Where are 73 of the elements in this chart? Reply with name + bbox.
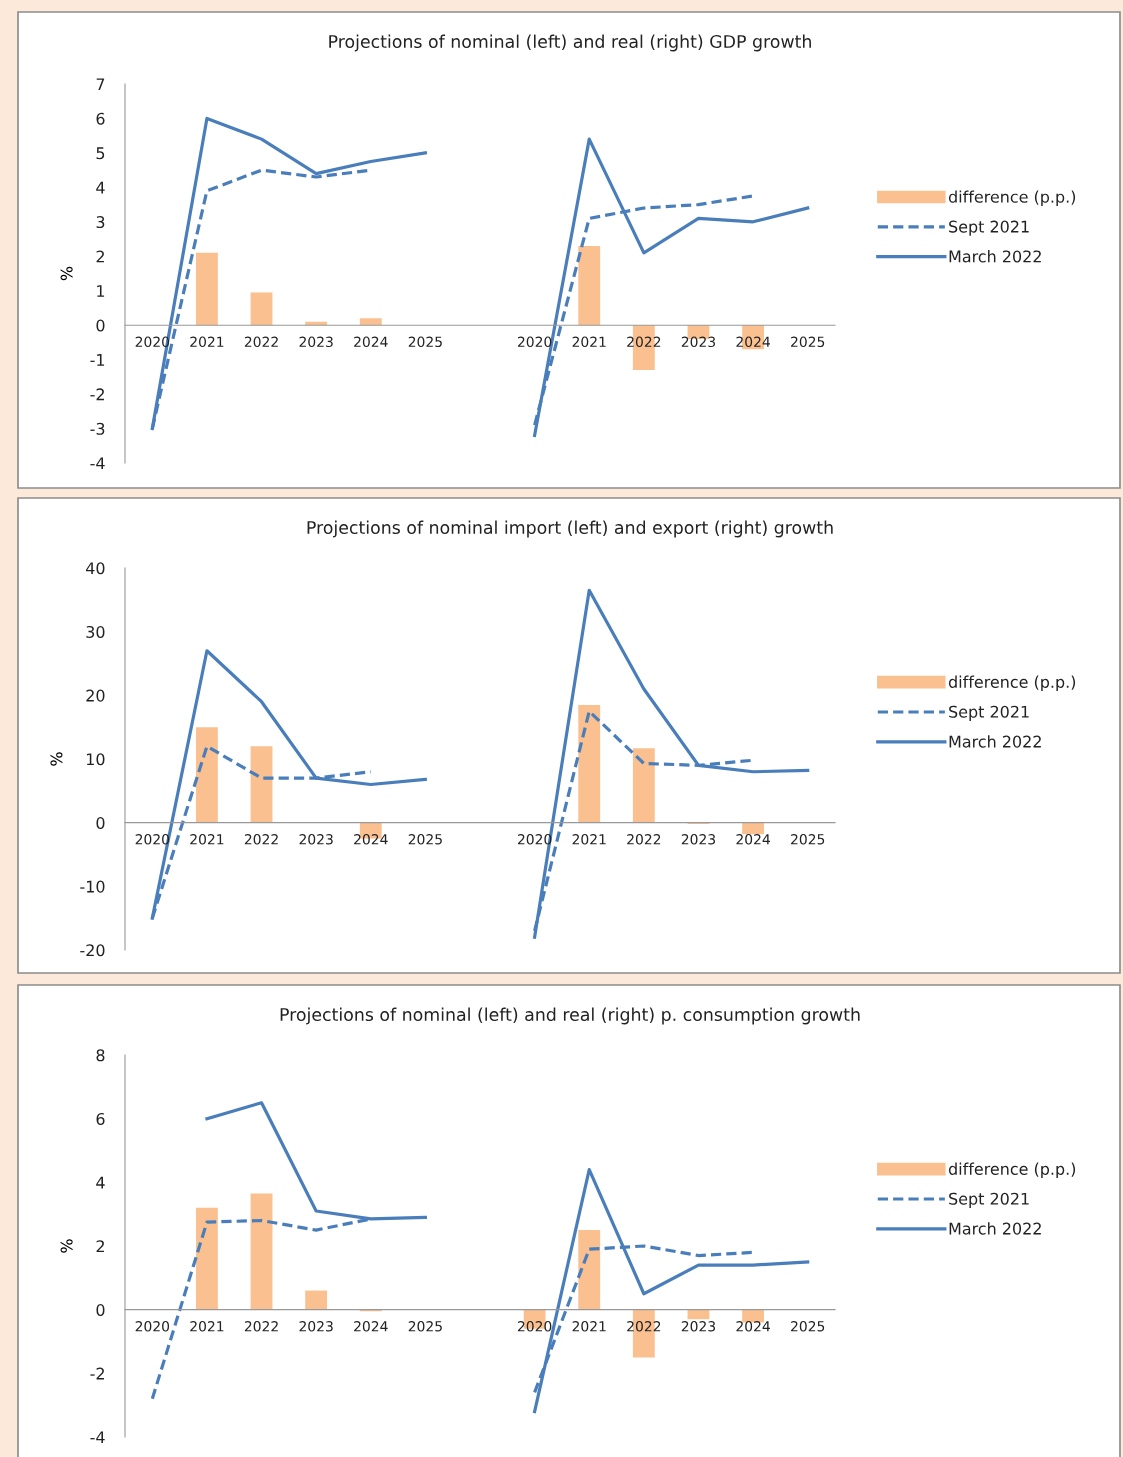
y-tick-label: -1 — [90, 354, 105, 366]
x-tick-label: 2025 — [791, 1321, 825, 1332]
y-tick-label: -4 — [90, 457, 105, 470]
y-tick-label: 6 — [96, 112, 105, 125]
y-axis-title: % — [60, 1239, 73, 1253]
chart-title: Projections of nominal import (left) and export (right) growth — [307, 520, 833, 538]
x-tick-label: 2022 — [627, 336, 661, 348]
x-tick-label: 2025 — [791, 336, 825, 348]
x-tick-label: 2022 — [244, 336, 278, 348]
x-tick-label: 2021 — [572, 1321, 606, 1332]
legend-label: March 2022 — [949, 1222, 1041, 1235]
y-tick-label: 10 — [86, 753, 105, 766]
x-tick-label: 2025 — [408, 336, 442, 348]
x-tick-label: 2021 — [572, 336, 606, 348]
x-tick-label: 2023 — [299, 834, 333, 845]
x-tick-label: 2021 — [190, 336, 224, 348]
x-tick-label: 2022 — [244, 834, 278, 845]
y-tick-label: 1 — [97, 285, 105, 297]
y-tick-label: 0 — [96, 319, 105, 332]
y-tick-label: 0 — [96, 1303, 105, 1316]
y-tick-label: -20 — [80, 944, 105, 957]
x-tick-label: 2021 — [572, 834, 606, 845]
x-tick-label: 2021 — [190, 834, 224, 845]
y-tick-label: 3 — [96, 216, 105, 229]
chart-title: Projections of nominal (left) and real (right) p. consumption growth — [280, 1007, 860, 1025]
x-tick-label: 2023 — [299, 336, 333, 348]
x-tick-label: 2022 — [627, 834, 661, 845]
x-tick-label: 2024 — [736, 1321, 770, 1332]
y-axis-title: % — [50, 752, 63, 766]
x-tick-label: 2023 — [681, 1321, 716, 1332]
x-tick-label: 2023 — [299, 1321, 333, 1332]
x-tick-label: 2022 — [627, 1321, 661, 1332]
x-tick-label: 2025 — [791, 834, 825, 845]
legend-label: Sept 2021 — [949, 705, 1029, 721]
y-tick-label: 4 — [96, 181, 105, 194]
x-tick-label: 2020 — [517, 1321, 552, 1332]
x-tick-label: 2023 — [681, 834, 716, 845]
legend-label: March 2022 — [949, 250, 1041, 263]
y-tick-label: 6 — [96, 1112, 105, 1125]
y-tick-label: 30 — [86, 625, 105, 638]
legend-label: difference (p.p.) — [948, 190, 1076, 206]
x-tick-label: 2020 — [135, 1321, 170, 1332]
y-tick-label: -3 — [90, 422, 105, 435]
y-tick-label: 20 — [86, 689, 105, 702]
y-tick-label: 4 — [96, 1176, 105, 1189]
x-tick-label: 2024 — [354, 1321, 388, 1332]
legend-label: Sept 2021 — [949, 220, 1029, 236]
legend-label: Sept 2021 — [949, 1192, 1029, 1208]
legend-label: difference (p.p.) — [948, 1162, 1076, 1179]
y-tick-label: 40 — [86, 562, 105, 575]
y-tick-label: 0 — [96, 816, 105, 829]
x-tick-label: 2024 — [736, 834, 770, 845]
x-tick-label: 2022 — [244, 1321, 278, 1332]
x-tick-label: 2023 — [681, 336, 716, 348]
y-tick-label: -2 — [90, 1367, 104, 1380]
x-tick-label: 2024 — [354, 834, 388, 845]
y-tick-label: 7 — [96, 78, 105, 91]
legend-label: difference (p.p.) — [948, 675, 1076, 692]
y-tick-label: 8 — [96, 1049, 105, 1062]
y-tick-label: 5 — [96, 147, 105, 160]
y-tick-label: -4 — [90, 1431, 105, 1444]
x-tick-label: 2024 — [736, 336, 770, 348]
y-tick-label: 2 — [96, 1240, 104, 1253]
legend-label: March 2022 — [949, 735, 1041, 748]
x-tick-label: 2024 — [354, 336, 388, 348]
y-tick-label: -2 — [90, 388, 104, 401]
x-tick-label: 2025 — [408, 1321, 442, 1332]
y-tick-label: 2 — [96, 250, 104, 263]
x-tick-label: 2025 — [408, 834, 442, 845]
chart-title: Projections of nominal (left) and real (right) GDP growth — [329, 34, 811, 52]
y-tick-label: -10 — [80, 880, 105, 893]
x-tick-label: 2021 — [190, 1321, 224, 1332]
y-axis-title: % — [60, 266, 73, 281]
